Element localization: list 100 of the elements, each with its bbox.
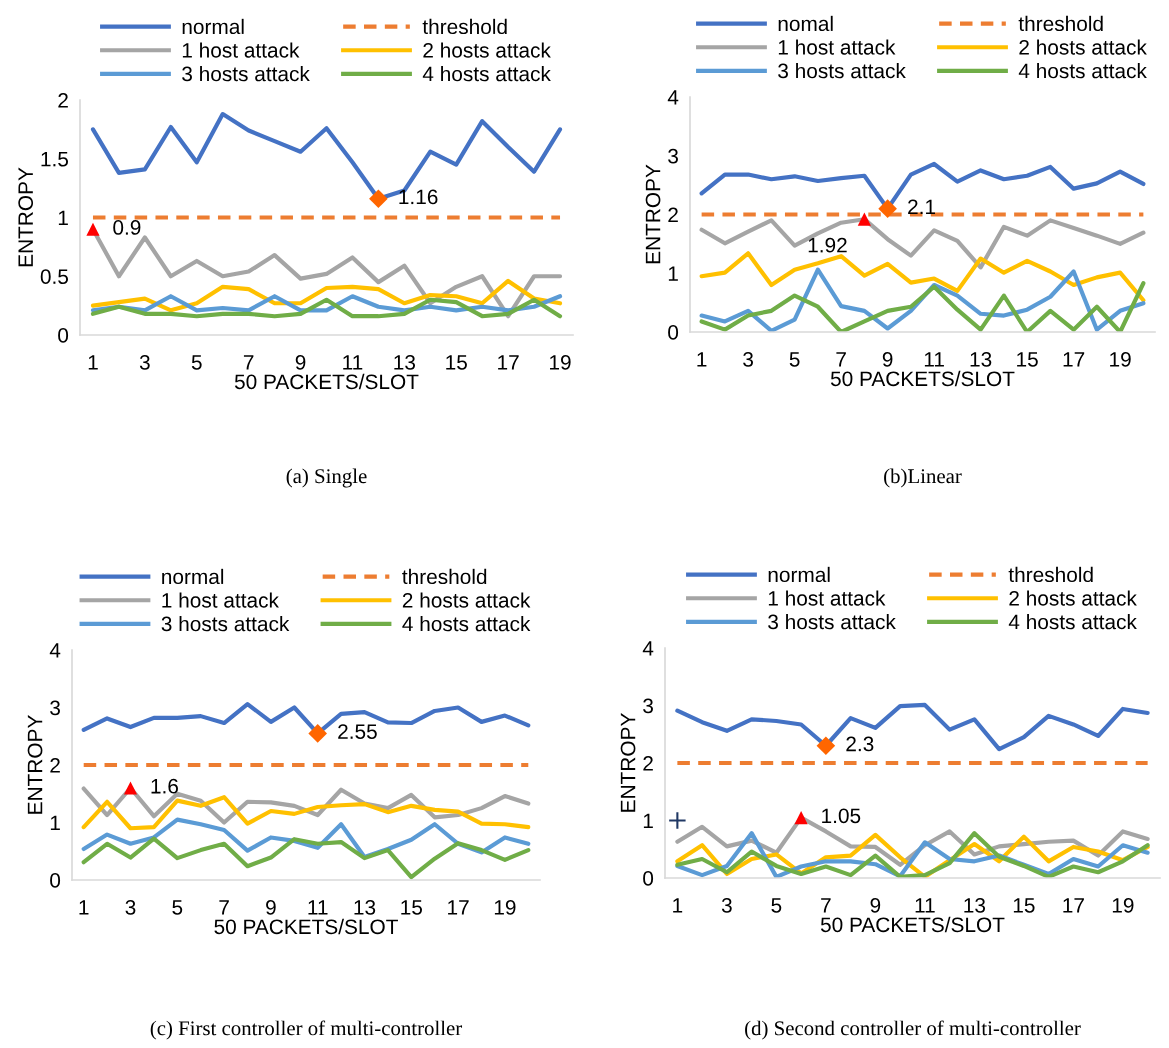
legend-label: normal [182, 18, 244, 35]
y-tick-label: 0 [668, 325, 679, 340]
y-tick-label: 0.5 [40, 269, 69, 284]
x-tick-label: 15 [401, 900, 423, 915]
text: (c) First controller of multi-controller [150, 1020, 463, 1040]
y-tick-label: 3 [668, 148, 678, 164]
x-tick-label: 1 [697, 352, 707, 367]
data-label: 1.92 [808, 237, 847, 253]
data-label: 2.55 [338, 724, 377, 739]
y-tick-label: 0 [643, 871, 654, 886]
legend-label: 3 hosts attack [778, 63, 906, 79]
x-tick-label: 13 [354, 899, 376, 915]
line-series [699, 251, 1146, 303]
legend-label: nomal [778, 15, 833, 32]
legend-label: 1 host attack [162, 592, 279, 608]
x-tick-label: 13 [394, 354, 416, 370]
legend-label: normal [768, 566, 830, 583]
x-tick-label: 3 [743, 351, 753, 367]
point [816, 736, 836, 756]
y-tick-label: 1 [668, 266, 678, 281]
x-tick-label: 3 [721, 897, 732, 913]
y-tick-label: 2 [668, 207, 678, 223]
legend-label: 3 hosts attack [768, 614, 896, 630]
x-axis-title: 50 PACKETS/SLOT [234, 373, 419, 390]
y-tick-label: 2 [58, 93, 68, 108]
y-tick-label: 4 [49, 643, 61, 658]
y-axis-title: ENTROPY [27, 715, 43, 814]
x-tick-label: 11 [343, 355, 363, 370]
y-tick-label: 1 [58, 210, 68, 226]
y-tick-label: 4 [642, 641, 654, 656]
x-tick-label: 3 [139, 354, 150, 370]
x-tick-label: 1 [79, 900, 89, 915]
x-tick-label: 11 [308, 900, 328, 915]
x-tick-label: 3 [125, 899, 136, 915]
data-label: 1.16 [399, 189, 438, 205]
line-series [90, 278, 563, 313]
y-tick-label: 4 [667, 90, 679, 105]
legend-label: 3 hosts attack [182, 66, 310, 82]
legend-label: 2 hosts attack [402, 592, 531, 608]
x-tick-label: 19 [494, 899, 516, 915]
point [794, 811, 808, 825]
x-tick-label: 9 [882, 351, 893, 367]
x-tick-label: 17 [1063, 352, 1085, 367]
line-series [699, 281, 1146, 332]
x-tick-label: 11 [915, 898, 935, 913]
data-label: 2.1 [908, 199, 936, 215]
x-tick-label: 9 [870, 897, 881, 913]
x-tick-label: 5 [191, 355, 202, 370]
x-tick-label: 17 [1063, 898, 1084, 913]
legend-label: 1 host attack [778, 39, 896, 55]
data-label: 1.05 [822, 808, 861, 824]
line-series [90, 297, 563, 319]
y-tick-label: 3 [643, 698, 653, 714]
y-tick-label: 2 [50, 758, 60, 773]
x-tick-label: 19 [1110, 351, 1131, 367]
x-tick-label: 7 [821, 898, 831, 913]
y-tick-label: 1 [50, 815, 60, 831]
legend-label: 2 hosts attack [1009, 590, 1137, 606]
legend-label: 1 host attack [768, 590, 886, 606]
x-tick-label: 5 [771, 898, 782, 913]
legend-label: threshold [402, 568, 487, 585]
y-tick-label: 1 [643, 813, 653, 829]
point [668, 811, 687, 830]
x-tick-label: 15 [1017, 352, 1038, 367]
x-tick-label: 1 [88, 355, 98, 370]
x-tick-label: 19 [550, 354, 571, 370]
data-label: 1.6 [151, 778, 178, 794]
x-tick-label: 7 [836, 352, 846, 367]
legend-label: 4 hosts attack [422, 66, 551, 82]
text: (d) Second controller of multi-controller [745, 1020, 1081, 1040]
x-tick-label: 13 [970, 351, 992, 367]
y-tick-label: 1.5 [41, 151, 69, 167]
data-label: 0.9 [113, 220, 141, 235]
legend-label: 3 hosts attack [161, 616, 290, 632]
x-tick-label: 19 [1112, 897, 1134, 913]
legend-label: 2 hosts attack [423, 42, 551, 58]
legend-label: threshold [1008, 566, 1093, 583]
x-tick-label: 15 [446, 355, 467, 370]
legend-label: 4 hosts attack [1018, 63, 1147, 79]
x-tick-label: 17 [448, 900, 469, 915]
legend-label: threshold [1018, 15, 1103, 32]
legend-label: 4 hosts attack [1008, 614, 1137, 630]
x-tick-label: 5 [789, 352, 800, 367]
x-tick-label: 7 [243, 355, 254, 370]
y-axis-title: ENTROPY [620, 713, 636, 812]
y-axis-title: ENTROPY [645, 164, 661, 264]
text: (a) Single [286, 468, 367, 488]
legend-label: threshold [422, 18, 507, 35]
y-tick-label: 0 [50, 873, 61, 888]
line-series [81, 836, 531, 880]
x-tick-label: 17 [498, 355, 519, 370]
legend-label: 2 hosts attack [1019, 39, 1147, 55]
y-tick-label: 3 [50, 700, 60, 716]
legend-label: 4 hosts attack [402, 616, 531, 632]
x-tick-label: 15 [1013, 898, 1035, 913]
line-series [81, 795, 531, 831]
x-tick-label: 5 [172, 900, 183, 915]
text: (b)Linear [884, 468, 962, 488]
x-tick-label: 7 [219, 900, 229, 915]
x-tick-label: 11 [924, 352, 944, 367]
